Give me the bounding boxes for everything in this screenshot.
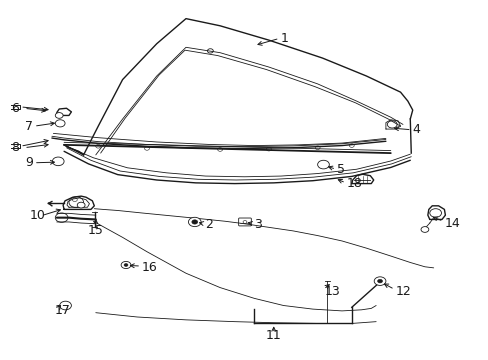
Text: 18: 18 — [346, 177, 362, 190]
Text: 17: 17 — [54, 305, 70, 318]
Text: 13: 13 — [325, 285, 340, 298]
Circle shape — [55, 113, 63, 118]
Circle shape — [124, 264, 128, 266]
Circle shape — [377, 279, 382, 283]
Text: 14: 14 — [444, 216, 459, 230]
Text: 12: 12 — [395, 285, 410, 298]
Text: 5: 5 — [336, 163, 345, 176]
Circle shape — [420, 226, 428, 232]
Text: 9: 9 — [25, 156, 33, 169]
Circle shape — [191, 220, 197, 224]
Text: 6: 6 — [11, 102, 19, 115]
Circle shape — [188, 217, 201, 226]
Circle shape — [77, 202, 85, 208]
Circle shape — [60, 301, 71, 310]
Text: 7: 7 — [25, 120, 33, 133]
Text: 11: 11 — [265, 329, 281, 342]
Text: 10: 10 — [30, 210, 46, 222]
Text: 2: 2 — [205, 218, 213, 231]
Text: 3: 3 — [254, 218, 262, 231]
Text: 4: 4 — [412, 123, 420, 136]
Text: 8: 8 — [11, 141, 20, 154]
Circle shape — [373, 277, 385, 285]
Text: 15: 15 — [88, 224, 103, 237]
Circle shape — [52, 157, 64, 166]
Circle shape — [317, 160, 329, 169]
Circle shape — [55, 120, 65, 127]
Text: 1: 1 — [281, 32, 288, 45]
Text: 16: 16 — [142, 261, 158, 274]
Circle shape — [121, 261, 131, 269]
